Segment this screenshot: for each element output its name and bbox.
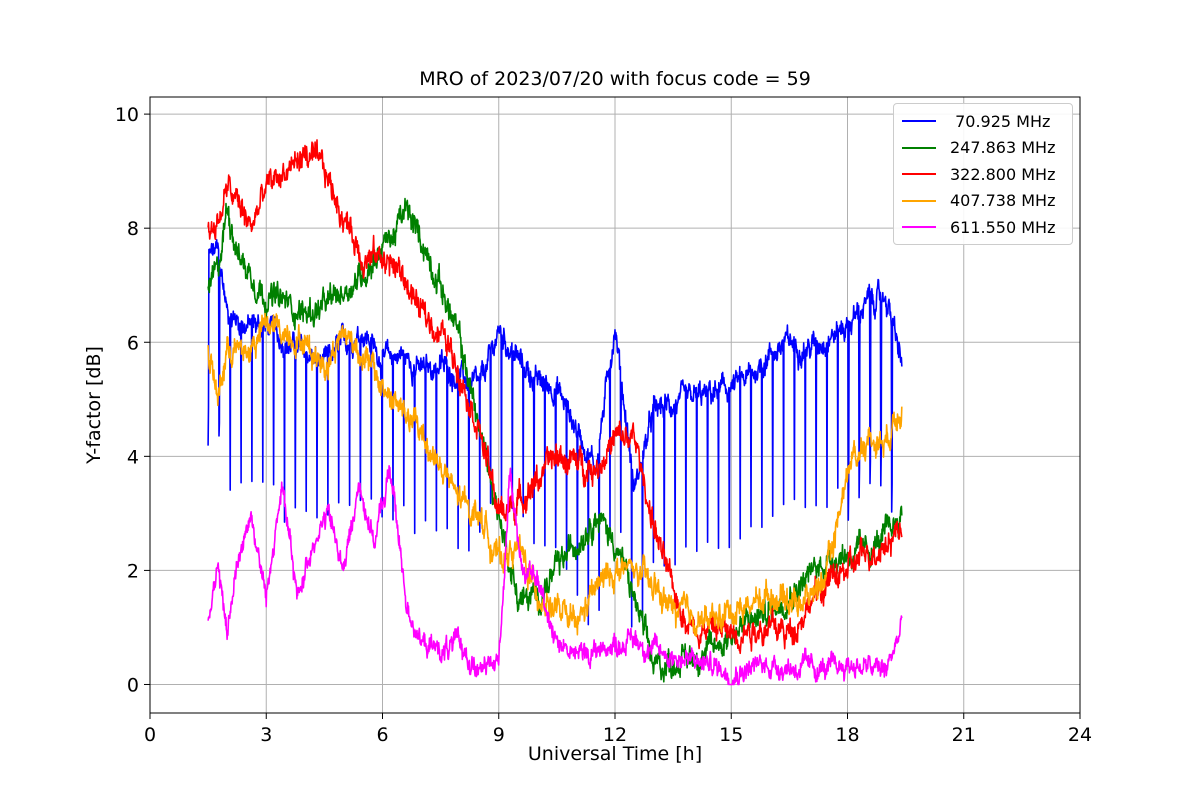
y-tick-label: 8	[127, 218, 139, 240]
series-line-2	[207, 197, 903, 683]
legend-label: 247.863 MHz	[950, 138, 1056, 158]
x-tick-label: 24	[1068, 724, 1092, 746]
legend-swatch	[902, 173, 936, 176]
x-tick-label: 0	[144, 724, 156, 746]
series-layer	[207, 139, 903, 686]
x-axis-label: Universal Time [h]	[527, 743, 703, 765]
y-tick-label: 6	[127, 332, 139, 354]
series-line-1	[207, 239, 903, 628]
legend-swatch	[902, 120, 936, 123]
y-tick-label: 2	[127, 560, 139, 582]
legend-swatch	[902, 146, 936, 149]
x-tick-label: 18	[835, 724, 859, 746]
legend-label: 322.800 MHz	[950, 164, 1056, 184]
chart-title: MRO of 2023/07/20 with focus code = 59	[419, 68, 811, 90]
legend-swatch	[902, 226, 936, 229]
y-axis-label: Y-factor [dB]	[83, 346, 105, 464]
legend-label: 70.925 MHz	[950, 111, 1051, 131]
y-tick-label: 10	[115, 104, 139, 126]
x-tick-label: 3	[260, 724, 272, 746]
series-line-5	[207, 464, 903, 686]
legend-item: 322.800 MHz	[894, 161, 1072, 188]
legend: 70.925 MHz 247.863 MHz 322.800 MHz 407.7…	[893, 103, 1073, 245]
series-line-3	[207, 139, 903, 655]
y-tick-label: 0	[127, 674, 139, 696]
legend-item: 407.738 MHz	[894, 188, 1072, 215]
legend-item: 70.925 MHz	[894, 108, 1072, 135]
x-tick-label: 9	[493, 724, 505, 746]
legend-label: 611.550 MHz	[950, 217, 1056, 237]
series-line-4	[207, 312, 903, 637]
x-tick-label: 21	[952, 724, 976, 746]
x-tick-label: 12	[603, 724, 627, 746]
legend-item: 247.863 MHz	[894, 135, 1072, 162]
x-tick-label: 6	[376, 724, 388, 746]
y-tick-label: 4	[127, 446, 139, 468]
legend-item: 611.550 MHz	[894, 214, 1072, 241]
legend-label: 407.738 MHz	[950, 191, 1056, 211]
x-tick-label: 15	[719, 724, 743, 746]
legend-swatch	[902, 199, 936, 202]
